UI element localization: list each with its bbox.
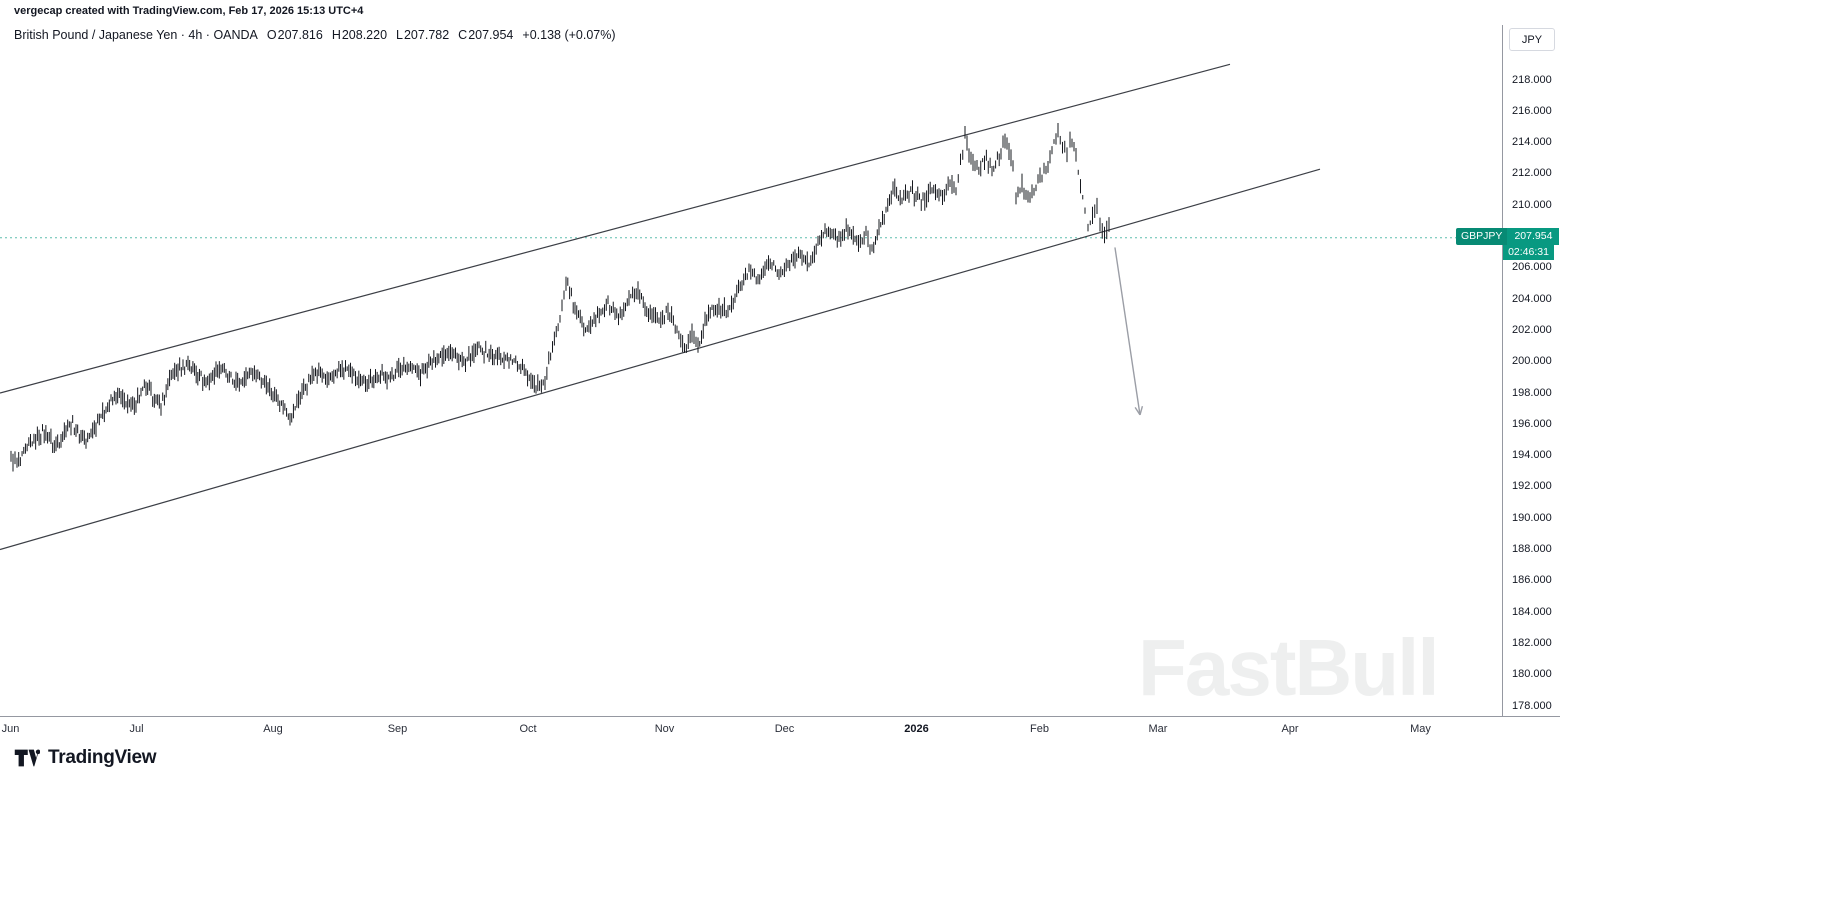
time-tick-label: Jul: [129, 723, 144, 735]
ohlc-high: H208.220: [332, 28, 387, 42]
time-tick-label: Mar: [1148, 723, 1168, 735]
time-tick-label: Apr: [1281, 723, 1299, 735]
price-tick-label: 194.000: [1512, 449, 1552, 462]
price-tick-label: 188.000: [1512, 543, 1552, 555]
price-tick-label: 196.000: [1512, 417, 1552, 430]
close-value: 207.954: [468, 28, 514, 42]
price-change: +0.138 (+0.07%): [522, 28, 616, 42]
price-tick-label: 204.000: [1512, 292, 1552, 305]
price-tick-label: 212.000: [1512, 167, 1552, 180]
badge-price-value: 207.954: [1507, 228, 1560, 246]
ohlc-close: C207.954: [458, 28, 513, 42]
price-tick-label: 186.000: [1512, 574, 1552, 587]
price-tick-label: 182.000: [1512, 636, 1552, 649]
badge-symbol-label: GBPJPY: [1456, 228, 1508, 246]
high-value: 208.220: [341, 28, 388, 42]
attribution-text: vergecap created with TradingView.com, F…: [14, 5, 364, 17]
symbol-title[interactable]: British Pound / Japanese Yen · 4h · OAND…: [14, 28, 258, 42]
tradingview-logo-text: TradingView: [48, 747, 157, 768]
open-label: O: [266, 28, 277, 42]
price-tick-label: 218.000: [1512, 73, 1552, 86]
time-tick-label: Feb: [1030, 723, 1049, 735]
price-tick-label: 216.000: [1512, 104, 1552, 117]
tradingview-logo-icon: [14, 749, 40, 767]
last-price-badge: GBPJPY 207.954: [1456, 228, 1560, 246]
price-tick-label: 178.000: [1512, 699, 1552, 712]
chart-canvas[interactable]: [0, 0, 1502, 740]
close-label: C: [458, 28, 468, 42]
open-value: 207.816: [277, 28, 323, 42]
low-label: L: [396, 28, 403, 42]
time-tick-label: Sep: [387, 723, 408, 735]
time-tick-label: Jun: [1, 723, 20, 735]
time-tick-label: 2026: [904, 723, 929, 735]
currency-button[interactable]: JPY: [1509, 28, 1555, 51]
ohlc-low: L207.782: [396, 28, 449, 42]
price-tick-label: 198.000: [1512, 386, 1552, 399]
time-axis[interactable]: Jun Jul Aug Sep Oct Nov Dec 2026 Feb Mar Apr May: [0, 716, 1560, 745]
price-tick-label: 202.000: [1512, 323, 1552, 336]
high-label: H: [331, 28, 341, 42]
price-tick-label: 180.000: [1512, 668, 1552, 681]
time-tick-label: Nov: [654, 723, 675, 735]
time-tick-label: Aug: [263, 723, 283, 735]
ohlc-open: O207.816: [267, 28, 323, 42]
price-tick-label: 210.000: [1512, 198, 1552, 211]
time-tick-label: Dec: [774, 723, 795, 735]
symbol-header: British Pound / Japanese Yen · 4h · OAND…: [14, 28, 616, 42]
price-tick-label: 206.000: [1512, 261, 1552, 274]
price-axis[interactable]: 218.000216.000214.000212.000210.000208.0…: [1502, 25, 1561, 716]
time-tick-label: May: [1410, 723, 1431, 735]
tradingview-logo[interactable]: TradingView: [14, 747, 157, 769]
price-tick-label: 190.000: [1512, 511, 1552, 524]
candle-countdown: 02:46:31: [1503, 245, 1554, 261]
price-tick-label: 184.000: [1512, 605, 1552, 618]
low-value: 207.782: [403, 28, 450, 42]
price-tick-label: 192.000: [1512, 480, 1552, 493]
price-tick-label: 200.000: [1512, 355, 1552, 368]
price-tick-label: 214.000: [1512, 136, 1552, 149]
time-tick-label: Oct: [519, 723, 537, 735]
